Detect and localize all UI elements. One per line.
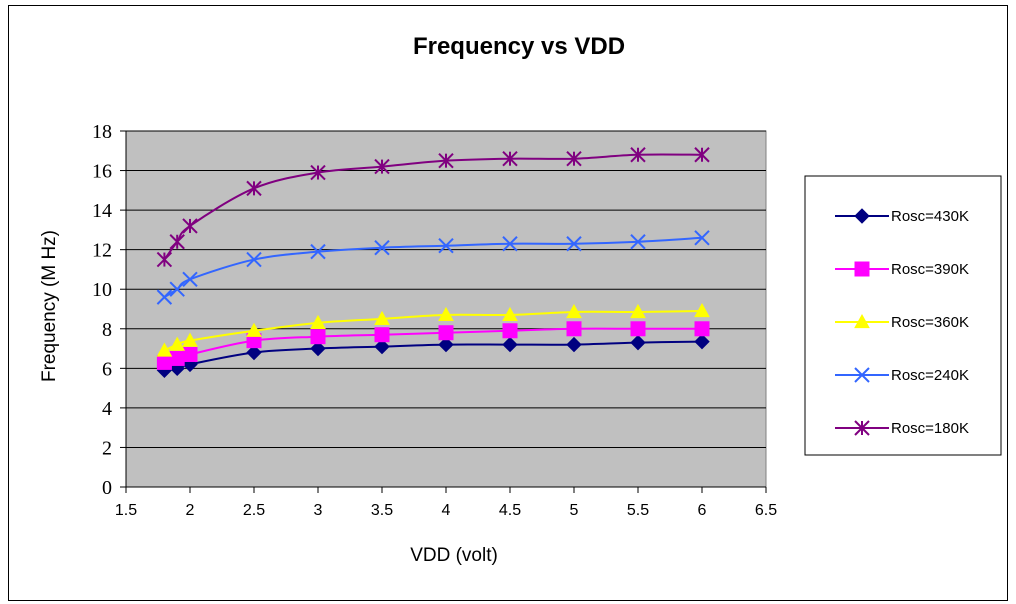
data-point-series-3 [182, 271, 198, 288]
legend-label: Rosc=180K [891, 420, 969, 437]
x-tick-label: 6 [698, 502, 707, 519]
legend-marker [854, 420, 870, 436]
legend-box [804, 175, 1002, 456]
y-tick-label: 12 [92, 240, 112, 262]
y-tick-label: 4 [102, 398, 112, 420]
legend-marker [854, 261, 870, 277]
data-point-series-1 [156, 354, 172, 370]
data-point-series-0 [630, 334, 646, 351]
data-point-series-1 [694, 321, 710, 337]
data-point-series-4 [374, 158, 390, 175]
x-tick-label: 4.5 [499, 502, 521, 519]
data-point-series-4 [502, 150, 518, 167]
data-point-series-1 [502, 323, 518, 339]
data-point-series-3 [374, 239, 390, 256]
data-point-series-2 [694, 302, 710, 318]
data-point-series-2 [566, 303, 582, 319]
data-point-series-2 [310, 314, 326, 329]
data-point-series-4 [156, 251, 173, 268]
y-tick-label: 18 [92, 121, 112, 143]
legend-label: Rosc=360K [891, 314, 969, 331]
data-point-series-2 [630, 303, 646, 319]
data-point-series-0 [310, 340, 326, 357]
data-point-series-2 [502, 306, 518, 322]
data-point-series-4 [169, 234, 185, 250]
x-axis-label: VDD (volt) [410, 545, 498, 566]
data-point-series-4 [246, 180, 262, 197]
data-point-series-1 [182, 346, 198, 362]
legend-item: Rosc=240K [835, 367, 969, 384]
data-point-series-4 [182, 218, 198, 234]
data-point-series-2 [246, 322, 262, 337]
data-point-series-2 [156, 342, 173, 357]
legend-label: Rosc=430K [891, 208, 969, 225]
data-point-series-0 [566, 336, 582, 353]
data-point-series-0 [502, 336, 518, 353]
data-point-series-3 [502, 236, 518, 252]
data-point-series-1 [310, 329, 326, 345]
y-tick-label: 10 [92, 279, 112, 301]
legend-label: Rosc=390K [891, 261, 969, 278]
data-point-series-0 [374, 338, 390, 355]
data-point-series-1 [169, 350, 185, 366]
chart-title: Frequency vs VDD [413, 33, 625, 60]
chart-frame: Frequency vs VDD 0 2 4 6 8 10 12 14 16 18 1.5 2 2.5 3… [8, 5, 1008, 601]
legend-marker [854, 313, 870, 329]
x-tick-label: 6.5 [755, 502, 777, 519]
data-point-series-2 [182, 332, 198, 347]
data-point-series-3 [246, 251, 262, 268]
data-point-series-3 [169, 281, 185, 297]
data-point-series-3 [438, 238, 454, 254]
y-tick-label: 0 [102, 477, 112, 499]
data-point-series-2 [169, 336, 186, 351]
data-point-series-3 [310, 243, 326, 260]
y-axis-label: Frequency (M Hz) [39, 230, 60, 382]
data-point-series-3 [694, 230, 710, 246]
y-tick-label: 2 [102, 437, 112, 459]
legend-marker [854, 367, 870, 383]
data-point-series-2 [374, 310, 390, 325]
data-point-series-1 [374, 327, 390, 343]
data-point-series-4 [694, 147, 710, 163]
legend-item: Rosc=360K [835, 313, 969, 331]
line-chart: Frequency vs VDD 0 2 4 6 8 10 12 14 16 18 1.5 2 2.5 3… [39, 33, 1002, 566]
legend-marker [854, 208, 870, 224]
x-tick-label: 1.5 [115, 502, 137, 519]
y-tick-label: 6 [102, 358, 112, 380]
data-point-series-0 [246, 344, 262, 361]
x-tick-label: 4 [442, 502, 451, 519]
x-tick-label: 3 [314, 502, 323, 519]
legend-item: Rosc=180K [835, 420, 969, 437]
data-point-series-0 [694, 333, 710, 350]
data-point-series-1 [566, 321, 582, 337]
x-tick-label: 2 [186, 502, 195, 519]
data-point-series-3 [156, 289, 173, 305]
data-point-series-4 [566, 150, 582, 167]
data-point-series-4 [438, 152, 454, 169]
legend-item: Rosc=390K [835, 261, 969, 278]
data-point-series-4 [630, 147, 646, 163]
data-point-series-3 [566, 236, 582, 252]
x-tick-label: 3.5 [371, 502, 393, 519]
data-point-series-3 [630, 234, 646, 250]
legend-label: Rosc=240K [891, 367, 969, 384]
x-tick-label: 5 [570, 502, 579, 519]
data-point-series-4 [310, 164, 326, 181]
legend: Rosc=430K Rosc=390K Rosc=360K Rosc=240K Rosc… [835, 208, 969, 437]
data-point-series-0 [438, 336, 454, 353]
data-point-series-1 [438, 325, 454, 341]
legend-item: Rosc=430K [835, 208, 969, 225]
y-tick-label: 14 [92, 200, 112, 222]
x-tick-label: 5.5 [627, 502, 649, 519]
y-tick-label: 8 [102, 319, 112, 341]
data-point-series-2 [438, 306, 454, 322]
y-tick-label: 16 [92, 161, 112, 183]
data-point-series-1 [630, 321, 646, 337]
x-tick-label: 2.5 [243, 502, 265, 519]
